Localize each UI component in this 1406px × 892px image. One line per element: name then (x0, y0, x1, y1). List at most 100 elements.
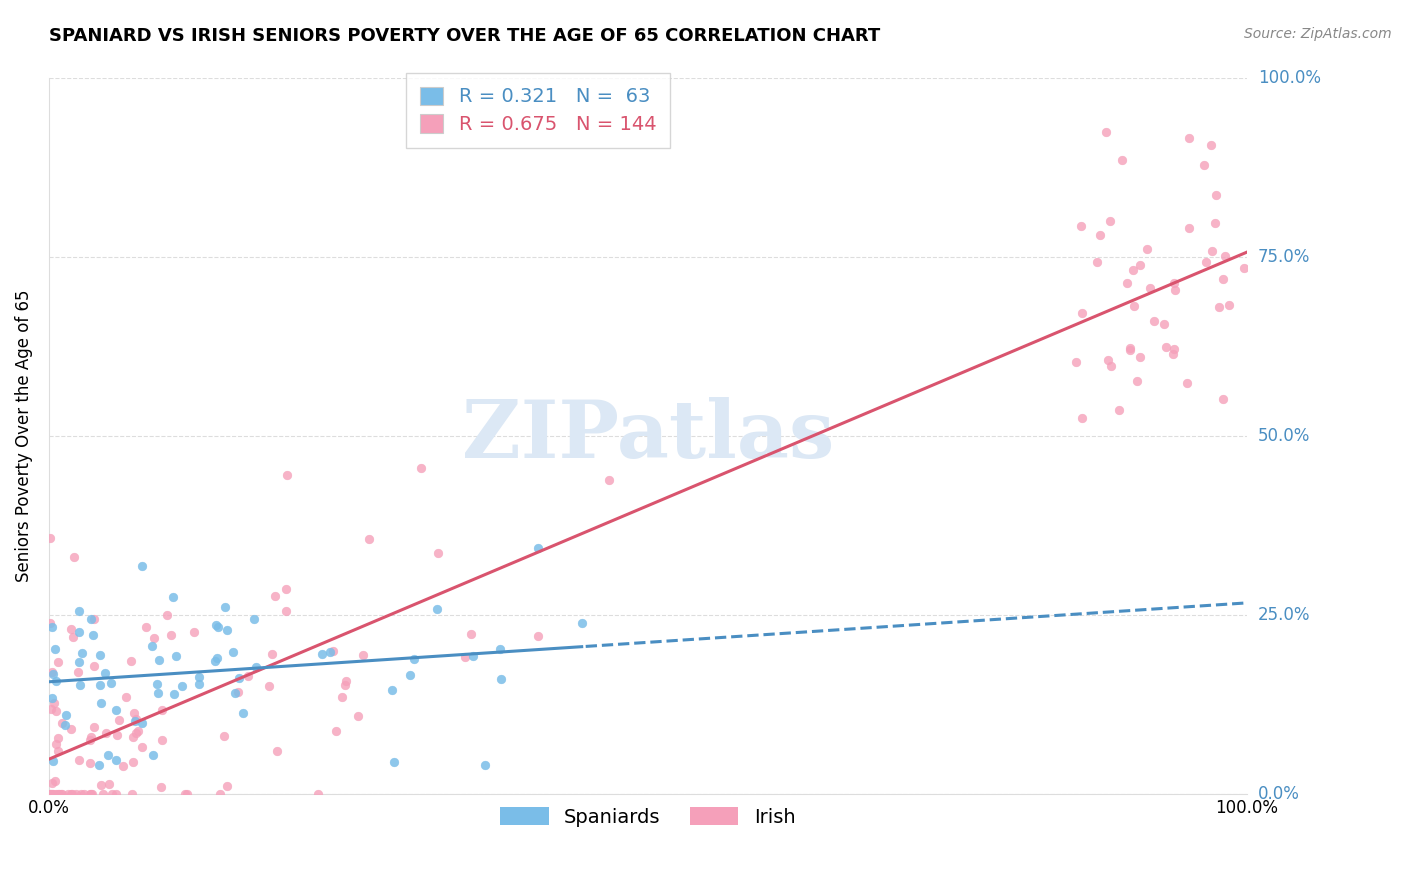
Point (148, 686, 170, 700)
Point (1204, 216, 1226, 230)
Point (1154, 340, 1177, 354)
Point (41, 775, 63, 789)
Point (149, 780, 172, 794)
Point (163, 687, 186, 701)
Point (41, 619, 63, 633)
Point (276, 604, 298, 618)
Point (170, 679, 193, 693)
Point (384, 755, 406, 769)
Point (238, 669, 260, 683)
Point (44, 697, 66, 711)
Point (125, 712, 148, 726)
Point (1218, 298, 1240, 312)
Point (1143, 314, 1166, 328)
Point (67, 665, 90, 679)
Point (60, 787, 83, 801)
Point (156, 608, 179, 623)
Point (1194, 158, 1216, 172)
Point (1212, 392, 1234, 407)
Point (1161, 347, 1184, 361)
Point (45, 787, 67, 801)
Point (79, 756, 101, 771)
Point (1199, 138, 1222, 153)
Point (46, 731, 69, 746)
Point (1122, 299, 1144, 313)
Point (69, 678, 91, 692)
Point (1233, 260, 1256, 275)
Point (87, 758, 110, 772)
Point (122, 730, 145, 744)
Point (207, 620, 229, 634)
Point (131, 558, 153, 573)
Point (62, 630, 84, 644)
Point (1178, 130, 1201, 145)
Point (143, 632, 166, 646)
Point (176, 787, 198, 801)
Text: 100.0%: 100.0% (1258, 69, 1320, 87)
Point (80, 730, 103, 744)
Point (330, 690, 353, 704)
Point (45, 704, 67, 718)
Point (1118, 343, 1140, 357)
Point (91, 787, 114, 801)
Point (39, 787, 62, 801)
Point (39, 616, 62, 631)
Point (51, 787, 73, 801)
Point (98, 777, 121, 791)
Text: ZIPatlas: ZIPatlas (461, 397, 834, 475)
Point (1164, 283, 1187, 297)
Point (460, 627, 482, 641)
Point (1195, 255, 1218, 269)
Point (426, 602, 449, 616)
Point (100, 676, 122, 690)
Point (160, 628, 183, 642)
Point (89, 648, 111, 662)
Point (274, 582, 297, 596)
Point (162, 590, 184, 604)
Point (1201, 244, 1223, 258)
Point (67, 753, 90, 767)
Point (101, 787, 124, 801)
Point (150, 733, 173, 747)
Point (142, 747, 165, 762)
Point (65, 787, 87, 801)
Point (527, 629, 550, 643)
Point (1178, 221, 1201, 235)
Point (1116, 277, 1139, 291)
Point (352, 648, 374, 663)
Text: 50.0%: 50.0% (1258, 426, 1310, 445)
Point (45, 673, 67, 688)
Point (426, 546, 449, 560)
Point (333, 678, 356, 692)
Point (212, 729, 235, 743)
Point (83, 719, 105, 733)
Point (307, 787, 329, 801)
Point (48, 787, 70, 801)
Point (1122, 263, 1144, 277)
Point (1095, 125, 1118, 139)
Point (266, 744, 288, 758)
Point (51, 787, 73, 801)
Point (41, 667, 63, 681)
Point (1212, 271, 1234, 285)
Point (44, 641, 66, 656)
Point (264, 590, 287, 604)
Point (82, 628, 104, 642)
Point (245, 660, 267, 674)
Point (104, 753, 127, 767)
Point (105, 728, 128, 742)
Point (1153, 317, 1175, 331)
Point (1205, 188, 1227, 202)
Point (121, 787, 143, 801)
Point (44, 774, 66, 789)
Point (41, 665, 63, 679)
Point (205, 618, 228, 632)
Point (60, 622, 83, 636)
Point (381, 682, 404, 697)
Point (94, 725, 117, 739)
Point (105, 787, 128, 801)
Point (204, 654, 226, 668)
Point (1126, 375, 1149, 389)
Point (183, 625, 205, 640)
Point (188, 670, 211, 684)
